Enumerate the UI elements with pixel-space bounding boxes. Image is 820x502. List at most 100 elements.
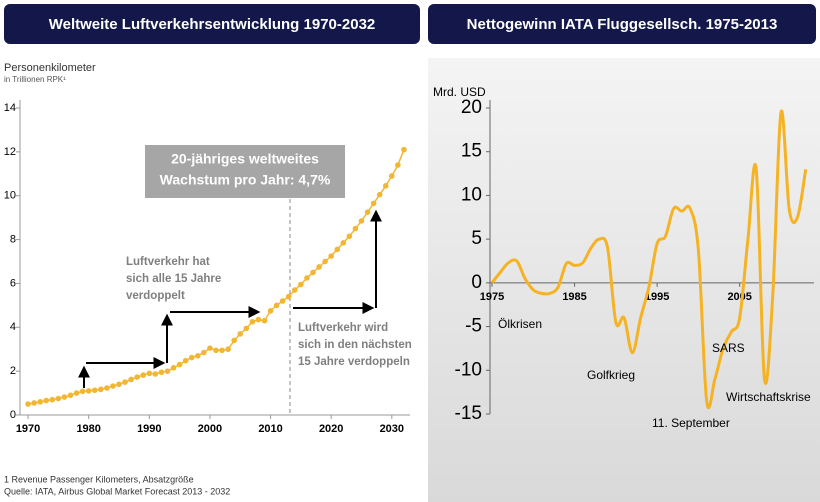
data-point <box>164 368 171 374</box>
data-point <box>261 317 268 324</box>
y-tick-label: 8 <box>10 233 16 245</box>
y-tick-label: 15 <box>461 141 482 162</box>
data-point <box>207 345 213 351</box>
data-point <box>328 253 334 259</box>
annotation: sich in den nächsten <box>298 339 412 351</box>
y-tick-label: 5 <box>471 228 482 249</box>
footnote: 1 Revenue Passenger Kilometers, Absatzgr… <box>4 474 194 484</box>
data-point <box>316 264 322 270</box>
data-point <box>273 302 280 309</box>
y-tick-label: 10 <box>461 184 482 205</box>
header-box <box>4 4 420 44</box>
data-point <box>401 146 407 153</box>
data-point <box>158 369 165 376</box>
data-point <box>79 388 86 395</box>
data-point <box>182 357 189 364</box>
data-point <box>91 387 98 394</box>
data-point <box>279 298 286 304</box>
y-tick-label: 10 <box>4 190 16 202</box>
data-point <box>31 400 37 406</box>
data-point <box>152 371 159 377</box>
x-tick-label: 1990 <box>137 423 161 435</box>
data-point <box>195 352 201 359</box>
data-point <box>140 372 147 378</box>
y-tick-label: -15 <box>455 403 482 424</box>
data-point <box>249 319 256 325</box>
data-point <box>395 162 401 168</box>
annotation: Luftverkehr wird <box>298 322 388 334</box>
annotation: 20-jähriges weltweites <box>171 151 319 167</box>
data-point <box>73 390 80 396</box>
data-point <box>104 385 110 391</box>
x-tick-label: 2005 <box>727 291 751 303</box>
data-point <box>134 374 140 380</box>
x-tick-label: 1975 <box>480 291 504 303</box>
y-tick-label: 6 <box>10 277 16 289</box>
data-point <box>382 183 389 189</box>
data-point <box>352 225 359 232</box>
data-point <box>346 233 353 240</box>
data-point <box>219 347 225 354</box>
data-point <box>298 281 304 288</box>
annotation: Golfkrieg <box>587 368 635 382</box>
y-tick-label: 14 <box>4 102 16 114</box>
annotation: SARS <box>712 341 745 355</box>
y-tick-label: 0 <box>471 272 482 293</box>
header-box <box>428 4 816 44</box>
data-point <box>267 308 274 314</box>
data-point <box>122 379 128 385</box>
y-axis-label: Personenkilometer <box>4 62 96 74</box>
series-line <box>490 109 808 410</box>
data-point <box>25 401 31 407</box>
data-point <box>243 325 250 332</box>
annotation: sich alle 15 Jahre <box>126 273 221 285</box>
data-point <box>304 275 310 281</box>
annotation: verdoppelt <box>126 290 185 302</box>
x-tick-label: 2000 <box>198 423 222 435</box>
data-point <box>61 394 68 400</box>
y-tick-label: 4 <box>10 321 16 333</box>
annotation: 15 Jahre verdoppeln <box>298 356 410 368</box>
x-tick-label: 1980 <box>76 423 100 435</box>
y-axis-sublabel: in Trillionen RPK¹ <box>4 75 66 84</box>
data-point <box>376 191 383 198</box>
x-tick-label: 1995 <box>645 291 669 303</box>
data-point <box>340 240 347 246</box>
x-tick-label: 1985 <box>562 291 586 303</box>
y-tick-label: -5 <box>465 316 482 337</box>
chart-title: Nettogewinn IATA Fluggesellsch. 1975-201… <box>467 16 778 33</box>
data-point <box>213 347 219 354</box>
y-tick-label: 0 <box>10 409 16 421</box>
data-point <box>98 386 104 393</box>
y-tick-label: 20 <box>461 97 482 118</box>
data-point <box>322 258 328 265</box>
data-point <box>146 370 153 377</box>
data-point <box>67 392 74 399</box>
data-point <box>310 269 316 276</box>
annotation: 11. September <box>652 416 730 430</box>
data-point <box>176 361 183 368</box>
data-point <box>43 397 50 404</box>
data-point <box>49 396 56 403</box>
y-axis-label: Mrd. USD <box>433 85 486 99</box>
data-point <box>255 316 262 323</box>
data-point <box>188 354 195 361</box>
x-tick-label: 2020 <box>319 423 343 435</box>
x-tick-label: 1970 <box>16 423 40 435</box>
annotation: Luftverkehr hat <box>126 256 210 268</box>
y-tick-label: 2 <box>10 365 16 377</box>
data-point <box>201 349 207 356</box>
data-point <box>116 381 122 388</box>
x-tick-label: 2010 <box>258 423 282 435</box>
doubling-arrows <box>78 209 382 388</box>
data-point <box>85 388 92 394</box>
footnote: Quelle: IATA, Airbus Global Market Forec… <box>4 486 230 496</box>
annotation: Ölkrisen <box>498 317 542 331</box>
annotation: Wirtschaftskrise <box>726 390 811 404</box>
data-point <box>285 293 292 300</box>
annotation-box <box>145 145 345 198</box>
data-point <box>364 209 371 215</box>
data-point <box>370 200 377 207</box>
data-point <box>170 365 177 371</box>
x-tick-label: 2030 <box>380 423 404 435</box>
